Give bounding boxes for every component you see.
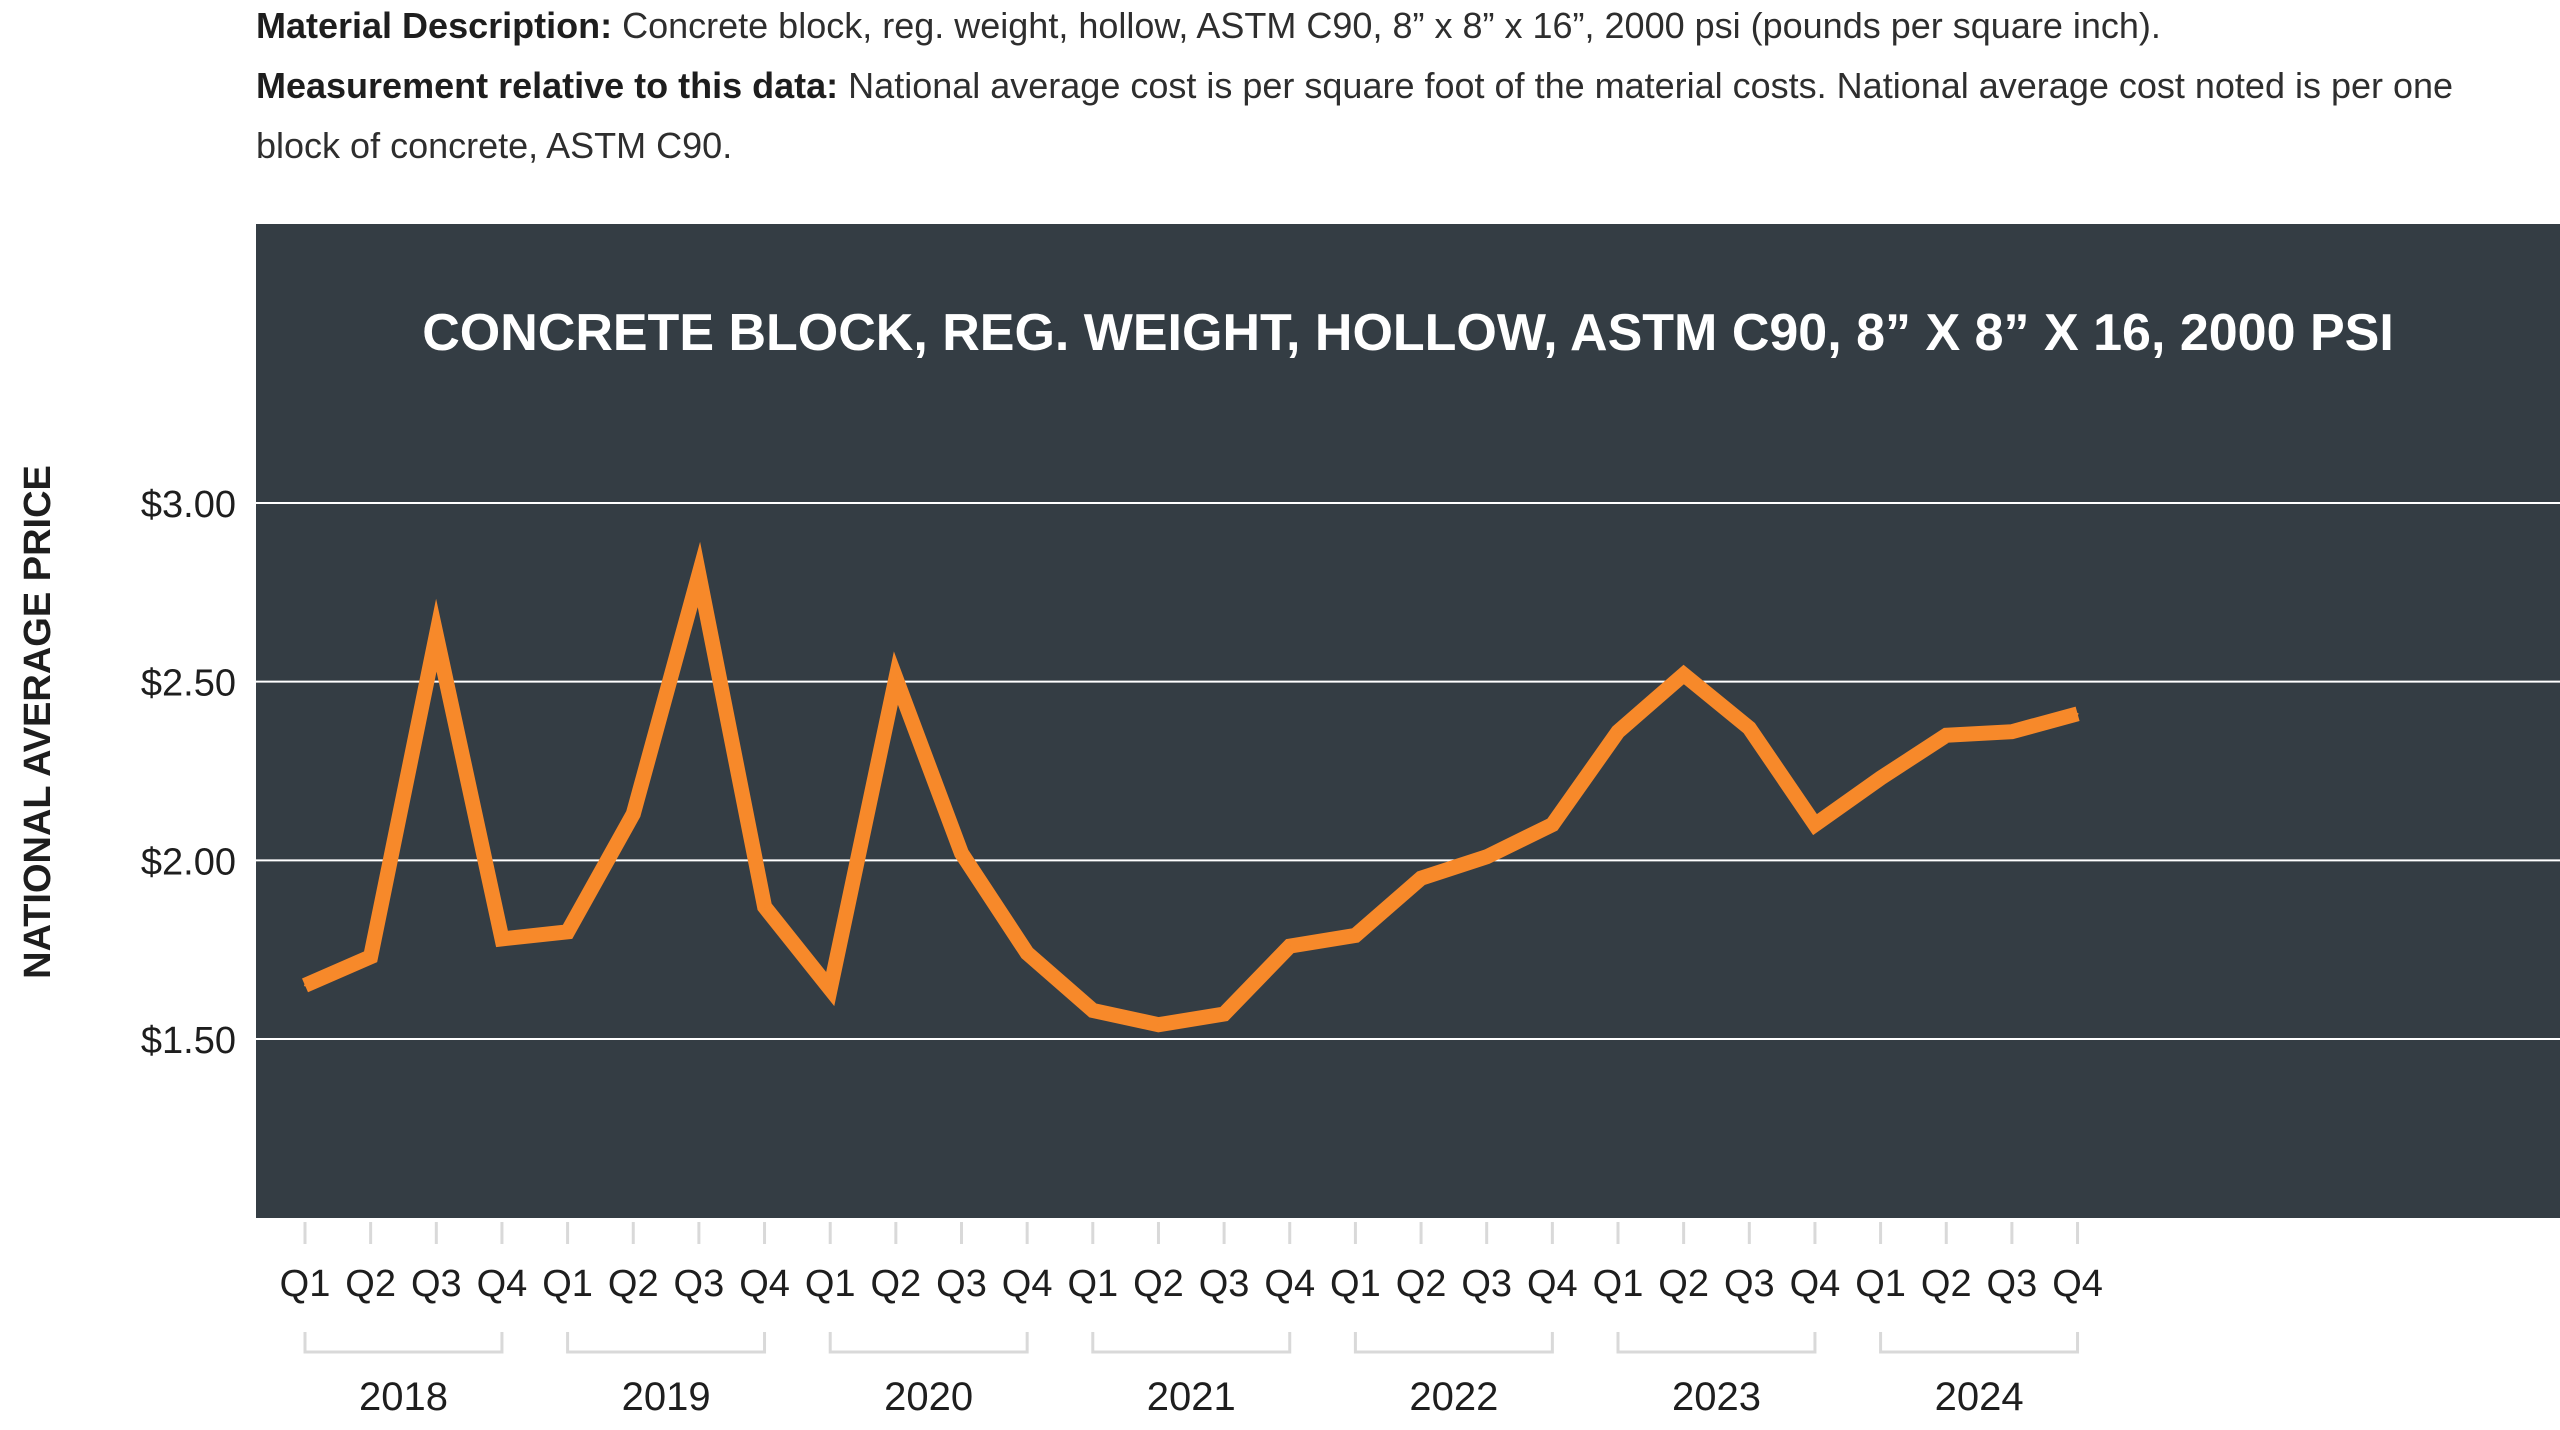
year-label: 2018 xyxy=(359,1375,448,1419)
material-description-label: Material Description: xyxy=(256,5,613,46)
y-axis-label: NATIONAL AVERAGE PRICE xyxy=(17,465,59,979)
x-tick-label: Q3 xyxy=(411,1263,462,1305)
x-tick-label: Q1 xyxy=(280,1263,331,1305)
data-point xyxy=(632,812,635,815)
data-point xyxy=(829,987,832,990)
year-label: 2020 xyxy=(884,1375,973,1419)
data-point xyxy=(1354,934,1357,937)
x-tick-label: Q3 xyxy=(936,1263,987,1305)
data-point xyxy=(2076,712,2079,715)
x-tick-label: Q4 xyxy=(739,1263,790,1305)
data-point xyxy=(500,937,503,940)
x-tick-label: Q1 xyxy=(1067,1263,1118,1305)
data-point xyxy=(1485,855,1488,858)
x-tick-label: Q1 xyxy=(805,1263,856,1305)
year-label: 2023 xyxy=(1672,1375,1761,1419)
measurement-description: Measurement relative to this data: Natio… xyxy=(256,56,2536,176)
data-point xyxy=(2010,730,2013,733)
material-description: Material Description: Concrete block, re… xyxy=(256,0,2536,56)
y-tick-label: $3.00 xyxy=(141,484,236,526)
data-point xyxy=(1157,1023,1160,1026)
y-tick-label: $1.50 xyxy=(141,1020,236,1062)
year-bracket xyxy=(1091,1332,1292,1354)
gridlines xyxy=(256,502,2560,1040)
data-point xyxy=(1288,945,1291,948)
x-tick-label: Q4 xyxy=(1002,1263,1053,1305)
measurement-description-label: Measurement relative to this data: xyxy=(256,65,839,106)
price-series-line xyxy=(302,541,2080,1033)
year-bracket xyxy=(1616,1332,1817,1354)
data-point xyxy=(1682,673,1685,676)
measurement-description-text: National average cost is per square foot… xyxy=(256,65,2454,166)
data-point xyxy=(763,905,766,908)
data-point xyxy=(1091,1009,1094,1012)
y-tick-label: $2.50 xyxy=(141,663,236,705)
x-tick-label: Q2 xyxy=(1133,1263,1184,1305)
data-point xyxy=(435,634,438,637)
y-axis-tick-labels: $3.00 $2.50 $2.00 $1.50 xyxy=(141,484,236,1062)
x-tick-label: Q4 xyxy=(1790,1263,1841,1305)
x-tick-label: Q3 xyxy=(1461,1263,1512,1305)
x-tick-label: Q2 xyxy=(1921,1263,1972,1305)
data-point xyxy=(1879,777,1882,780)
x-tick-label: Q3 xyxy=(1199,1263,1250,1305)
year-label: 2024 xyxy=(1935,1375,2024,1419)
year-bracket xyxy=(566,1332,767,1354)
data-point xyxy=(1617,730,1619,733)
year-label: 2022 xyxy=(1409,1375,1498,1419)
x-tick-label: Q2 xyxy=(1396,1263,1447,1305)
year-groups: 2018 2019 2020 2021 2022 2023 2024 xyxy=(303,1332,2080,1419)
data-point xyxy=(1551,823,1554,826)
x-tick-label: Q4 xyxy=(1264,1263,1315,1305)
year-bracket xyxy=(1879,1332,2080,1354)
x-tick-label: Q2 xyxy=(1658,1263,1709,1305)
year-label: 2021 xyxy=(1147,1375,1236,1419)
data-point xyxy=(894,677,897,680)
chart-title: CONCRETE BLOCK, REG. WEIGHT, HOLLOW, AST… xyxy=(422,304,2394,362)
series-layer xyxy=(302,541,2080,1033)
data-point xyxy=(1420,877,1423,880)
x-tick-label: Q4 xyxy=(477,1263,528,1305)
data-point xyxy=(1945,734,1948,737)
data-point xyxy=(960,852,963,855)
x-tick-label: Q2 xyxy=(608,1263,659,1305)
data-point xyxy=(1223,1012,1226,1015)
x-tick-label: Q2 xyxy=(345,1263,396,1305)
x-axis-ticks: Q1 Q2 Q3 Q4 Q1 Q2 Q3 Q4 Q1 Q2 Q3 Q4 Q1 Q2 Q3 Q4 Q1 Q2 Q3 Q4… xyxy=(280,1222,2103,1305)
x-tick-label: Q1 xyxy=(1330,1263,1381,1305)
data-point xyxy=(566,930,569,933)
x-tick-label: Q3 xyxy=(1987,1263,2038,1305)
year-bracket xyxy=(303,1332,504,1354)
x-tick-label: Q4 xyxy=(2052,1263,2103,1305)
year-label: 2019 xyxy=(622,1375,711,1419)
year-bracket xyxy=(1353,1332,1554,1354)
x-tick-label: Q4 xyxy=(1527,1263,1578,1305)
year-bracket xyxy=(828,1332,1029,1354)
data-point xyxy=(697,573,700,576)
x-tick-label: Q2 xyxy=(870,1263,921,1305)
x-tick-label: Q1 xyxy=(1593,1263,1644,1305)
x-tick-label: Q3 xyxy=(1724,1263,1775,1305)
data-point xyxy=(1748,727,1751,730)
data-point xyxy=(304,984,306,987)
data-point xyxy=(1026,952,1029,955)
x-tick-label: Q3 xyxy=(674,1263,725,1305)
chart-panel xyxy=(256,224,2560,1218)
y-tick-label: $2.00 xyxy=(141,841,236,883)
x-tick-label: Q1 xyxy=(1855,1263,1906,1305)
data-point xyxy=(1813,823,1816,826)
x-tick-label: Q1 xyxy=(542,1263,593,1305)
material-description-text: Concrete block, reg. weight, hollow, AST… xyxy=(612,5,2161,46)
data-point xyxy=(369,955,372,958)
